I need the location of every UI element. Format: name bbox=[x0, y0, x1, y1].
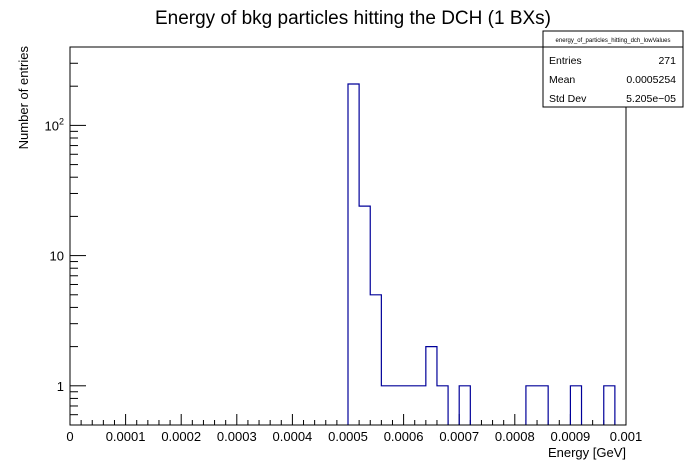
histogram-line bbox=[347, 83, 616, 425]
x-tick-label: 0.0003 bbox=[217, 429, 257, 444]
x-tick-label: 0.0005 bbox=[328, 429, 368, 444]
y-tick-label: 10 bbox=[50, 249, 64, 264]
y-tick-label: 102 bbox=[45, 116, 64, 133]
histogram-bin-7 bbox=[426, 347, 437, 425]
x-tick-label: 0.0004 bbox=[273, 429, 313, 444]
stats-box-name: energy_of_particles_hitting_dch_lowValue… bbox=[556, 38, 671, 44]
histogram-bin-12 bbox=[570, 386, 581, 425]
tick-labels: 0 0.0001 0.0002 0.0003 0.0004 0.0005 0.0006 0.0… bbox=[45, 116, 643, 444]
stats-row-label: Entries bbox=[549, 55, 582, 67]
y-axis-label: Number of entries bbox=[16, 46, 31, 150]
histogram-series bbox=[347, 83, 616, 425]
histogram-bin-8 bbox=[437, 386, 448, 425]
stats-row-value: 0.0005254 bbox=[626, 74, 676, 86]
histogram-bin-4 bbox=[392, 386, 403, 425]
x-tick-label: 0.0002 bbox=[161, 429, 201, 444]
histogram-bin-13 bbox=[604, 386, 615, 425]
x-tick-label: 0.001 bbox=[610, 429, 643, 444]
histogram-bin-6 bbox=[415, 386, 426, 425]
histogram-bin-5 bbox=[404, 386, 415, 425]
histogram-bin-3 bbox=[381, 386, 392, 425]
stats-row-value: 5.205e−05 bbox=[626, 93, 676, 105]
stats-row-value: 271 bbox=[658, 55, 676, 67]
y-tick-label: 1 bbox=[57, 379, 64, 394]
stats-box: energy_of_particles_hitting_dch_lowValue… bbox=[542, 30, 684, 108]
histogram-bin-0 bbox=[348, 84, 359, 425]
stats-box-frame bbox=[542, 30, 684, 108]
x-tick-label: 0.0009 bbox=[551, 429, 591, 444]
x-axis-label: Energy [GeV] bbox=[548, 445, 626, 460]
histogram-bin-1 bbox=[359, 206, 370, 425]
stats-row-label: Std Dev bbox=[549, 93, 587, 105]
plot-frame bbox=[69, 46, 627, 426]
x-tick-label: 0.0001 bbox=[106, 429, 146, 444]
histogram-bin-9 bbox=[459, 386, 470, 425]
stats-row-label: Mean bbox=[549, 74, 575, 86]
histogram-bin-10 bbox=[526, 386, 537, 425]
x-tick-label: 0.0007 bbox=[439, 429, 479, 444]
chart-title: Energy of bkg particles hitting the DCH … bbox=[155, 8, 551, 29]
histogram-bin-11 bbox=[537, 386, 548, 425]
x-tick-label: 0.0006 bbox=[384, 429, 424, 444]
histogram-bin-2 bbox=[370, 295, 381, 425]
x-tick-label: 0 bbox=[66, 429, 73, 444]
x-tick-label: 0.0008 bbox=[495, 429, 535, 444]
